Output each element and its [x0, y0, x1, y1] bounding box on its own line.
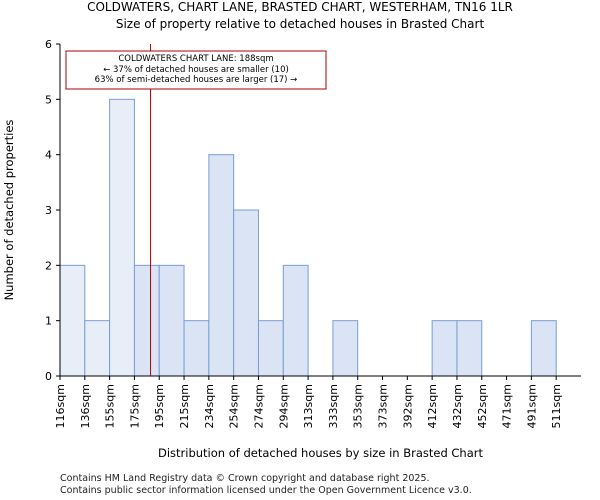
bar	[158, 264, 185, 377]
x-tick-label: 274sqm	[252, 384, 265, 428]
annotation-line: 63% of semi-detached houses are larger (…	[95, 75, 298, 85]
bar	[332, 320, 359, 377]
x-tick-label: 254sqm	[228, 384, 241, 428]
x-tick-label: 412sqm	[426, 384, 439, 428]
x-tick-label: 491sqm	[525, 384, 538, 428]
footer-copyright: Contains HM Land Registry data © Crown c…	[60, 473, 430, 484]
y-tick-label: 1	[45, 315, 52, 328]
bar	[431, 320, 458, 377]
y-tick-label: 2	[45, 259, 52, 272]
x-tick-label: 195sqm	[153, 384, 166, 428]
x-tick-label: 471sqm	[501, 384, 514, 428]
y-tick-label: 3	[45, 204, 52, 217]
chart-subtitle: Size of property relative to detached ho…	[115, 17, 485, 31]
bar	[183, 320, 210, 377]
annotation-line: ← 37% of detached houses are smaller (10…	[103, 65, 289, 75]
bar	[257, 320, 284, 377]
y-tick-label: 5	[45, 93, 52, 106]
x-tick-label: 175sqm	[128, 384, 141, 428]
bar	[530, 320, 557, 377]
y-tick-label: 6	[45, 38, 52, 51]
x-tick-label: 333sqm	[327, 384, 340, 428]
bar	[208, 154, 235, 377]
x-tick-label: 313sqm	[302, 384, 315, 428]
y-tick-label: 0	[45, 370, 52, 383]
histogram-chart: 0 1 2 3 4 5 6 116sqm 136sqm 155sqm 175sqm 195sqm 215…	[2, 38, 581, 460]
x-tick-label: 136sqm	[79, 384, 92, 428]
marker-group: COLDWATERS CHART LANE: 188sqm← 37% of de…	[65, 44, 327, 376]
footer-licence: Contains public sector information licen…	[60, 485, 472, 496]
x-tick-label: 392sqm	[401, 384, 414, 428]
x-tick-label: 373sqm	[377, 384, 390, 428]
x-tick-label: 353sqm	[352, 384, 365, 428]
x-tick-label: 294sqm	[277, 384, 290, 428]
bar	[109, 98, 135, 377]
x-tick-label: 155sqm	[104, 384, 117, 428]
y-tick-label: 4	[45, 149, 52, 162]
annotation-line: COLDWATERS CHART LANE: 188sqm	[118, 54, 273, 64]
x-tick-label: 234sqm	[203, 384, 216, 428]
x-tick-label: 511sqm	[550, 384, 563, 428]
axes-group: 0 1 2 3 4 5 6 116sqm 136sqm 155sqm 175sqm 195sqm 215…	[2, 38, 581, 460]
bar	[133, 264, 160, 377]
bar	[59, 264, 86, 377]
x-tick-label: 215sqm	[178, 384, 191, 428]
y-axis-label: Number of detached properties	[2, 120, 16, 301]
x-tick-label: 432sqm	[451, 384, 464, 428]
bar	[233, 209, 259, 377]
annotation-box	[65, 50, 327, 90]
bar	[282, 264, 309, 377]
bar	[456, 320, 483, 377]
x-tick-label: 116sqm	[54, 384, 67, 428]
bar	[84, 320, 111, 377]
bars-group	[59, 98, 557, 377]
chart-title: COLDWATERS, CHART LANE, BRASTED CHART, W…	[87, 0, 513, 14]
x-tick-label: 452sqm	[476, 384, 489, 428]
x-axis-label: Distribution of detached houses by size …	[158, 446, 484, 460]
